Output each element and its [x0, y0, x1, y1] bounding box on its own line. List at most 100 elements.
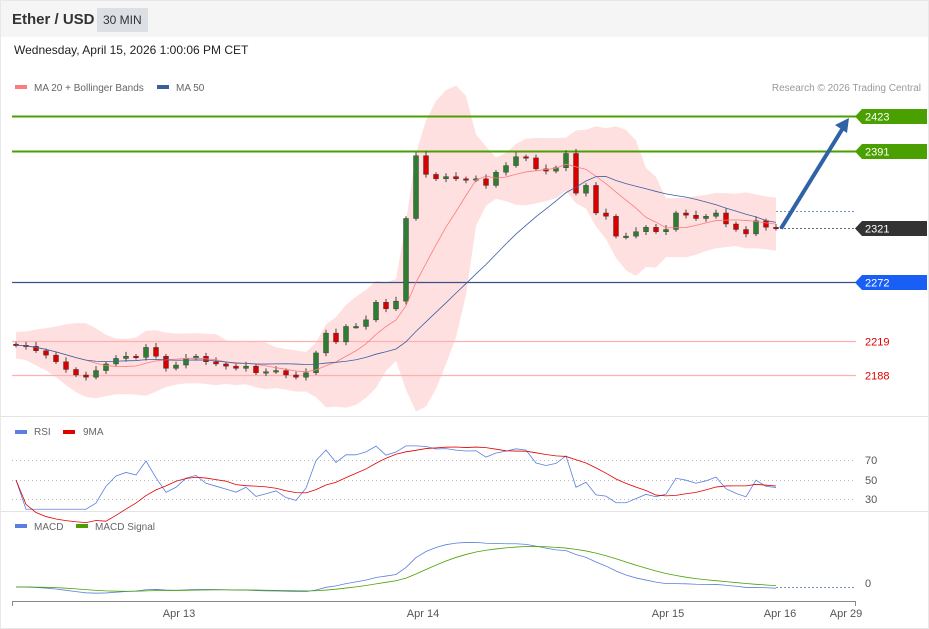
macd-line: [15, 541, 777, 594]
rsi-tick-30: 30: [865, 494, 877, 506]
x-axis: Apr 13 Apr 14 Apr 15 Apr 16 Apr 29: [12, 601, 862, 620]
candle-body: [533, 157, 539, 170]
candle-body: [563, 153, 569, 168]
candle-body: [573, 153, 579, 194]
bollinger-bands: [16, 85, 776, 412]
candle-body: [663, 229, 669, 232]
level-tag-2423: [855, 109, 927, 124]
datetime: Wednesday, April 15, 2026 1:00:06 PM CET: [14, 43, 249, 57]
candle-body: [123, 356, 129, 359]
candle-body: [273, 370, 279, 373]
candle-body: [93, 370, 99, 378]
candle-body: [363, 319, 369, 327]
candle-body: [453, 176, 459, 180]
macd-legend-swatch: [15, 524, 27, 528]
candle-body: [723, 212, 729, 225]
rsi-legend: RSI 9MA: [15, 427, 104, 438]
candle-body: [643, 227, 649, 232]
candle-body: [183, 358, 189, 366]
candle-body: [343, 326, 349, 343]
ma50-line: [15, 176, 777, 365]
candle-body: [303, 372, 309, 378]
rsi-panel: 70 50 30: [12, 445, 877, 524]
macd-signal-line: [15, 546, 777, 592]
bollinger-fill: [16, 85, 776, 412]
level-label-2219: 2219: [865, 337, 889, 349]
candle-body: [313, 352, 319, 373]
macd-legend-label: MACD: [34, 522, 63, 533]
level-label-2391: 2391: [865, 147, 889, 159]
levels: 2423 2391 2321 2272 2219 2188: [12, 109, 927, 383]
candle-body: [143, 347, 149, 358]
candle-body: [263, 371, 269, 374]
candle-body: [633, 231, 639, 237]
candle-body: [593, 185, 599, 214]
candle-body: [353, 326, 359, 329]
candle-body: [433, 174, 439, 180]
candles: [13, 149, 856, 381]
price-legend: MA 20 + Bollinger Bands MA 50: [15, 83, 205, 94]
candle-body: [333, 332, 339, 343]
macd-tick-0: 0: [865, 578, 871, 590]
level-label-2321: 2321: [865, 224, 889, 236]
candle-body: [373, 302, 379, 321]
candle-body: [513, 156, 519, 166]
timeframe-button[interactable]: 30 MIN: [97, 8, 148, 32]
rsi-tick-70: 70: [865, 455, 877, 467]
candle-body: [323, 332, 329, 354]
rsi9ma-legend-label: 9MA: [83, 427, 104, 438]
candle-body: [413, 155, 419, 219]
candle-body: [503, 165, 509, 173]
rsi-tick-50: 50: [865, 475, 877, 487]
x-tick-label: Apr 15: [652, 608, 684, 620]
candle-body: [733, 223, 739, 230]
candle-body: [763, 220, 769, 228]
candle-body: [693, 214, 699, 219]
candle-body: [703, 216, 709, 219]
candle-body: [133, 356, 139, 358]
candle-body: [443, 176, 449, 180]
ma50-legend-swatch: [157, 85, 169, 89]
macd-panel: 0: [15, 541, 871, 594]
candle-body: [243, 365, 249, 369]
candle-body: [393, 300, 399, 310]
ma50-legend-label: MA 50: [176, 83, 205, 94]
level-tag-2391: [855, 144, 927, 159]
arrow-head: [835, 118, 849, 133]
level-label-2272: 2272: [865, 278, 889, 290]
candle-body: [613, 216, 619, 237]
candle-body: [383, 302, 389, 310]
candle-body: [213, 361, 219, 365]
candle-body: [483, 178, 489, 186]
candle-body: [73, 369, 79, 376]
candle-body: [683, 212, 689, 216]
candle-body: [653, 227, 659, 232]
ma20-line: [15, 163, 777, 373]
level-label-2423: 2423: [865, 112, 889, 124]
moving-averages: [15, 163, 777, 373]
level-tag-2272: [855, 275, 927, 290]
x-tick-label: Apr 16: [764, 608, 796, 620]
level-label-2188: 2188: [865, 371, 889, 383]
candle-body: [523, 156, 529, 159]
candle-body: [163, 356, 169, 369]
candle-body: [753, 220, 759, 235]
ma20-legend-swatch: [15, 85, 27, 89]
signal-legend-label: MACD Signal: [95, 522, 155, 533]
copyright: Research © 2026 Trading Central: [772, 83, 921, 94]
target-arrow: [779, 118, 849, 230]
header: Ether / USD 30 MIN: [1, 1, 928, 37]
x-tick-label: Apr 14: [407, 608, 439, 620]
candle-body: [403, 218, 409, 302]
candle-body: [33, 346, 39, 351]
x-tick-label: Apr 29: [830, 608, 862, 620]
candle-body: [43, 350, 49, 356]
candle-body: [603, 212, 609, 217]
candle-body: [743, 229, 749, 235]
candle-body: [233, 365, 239, 369]
candle-body: [463, 178, 469, 181]
candle-body: [773, 227, 779, 230]
candle-body: [293, 374, 299, 378]
